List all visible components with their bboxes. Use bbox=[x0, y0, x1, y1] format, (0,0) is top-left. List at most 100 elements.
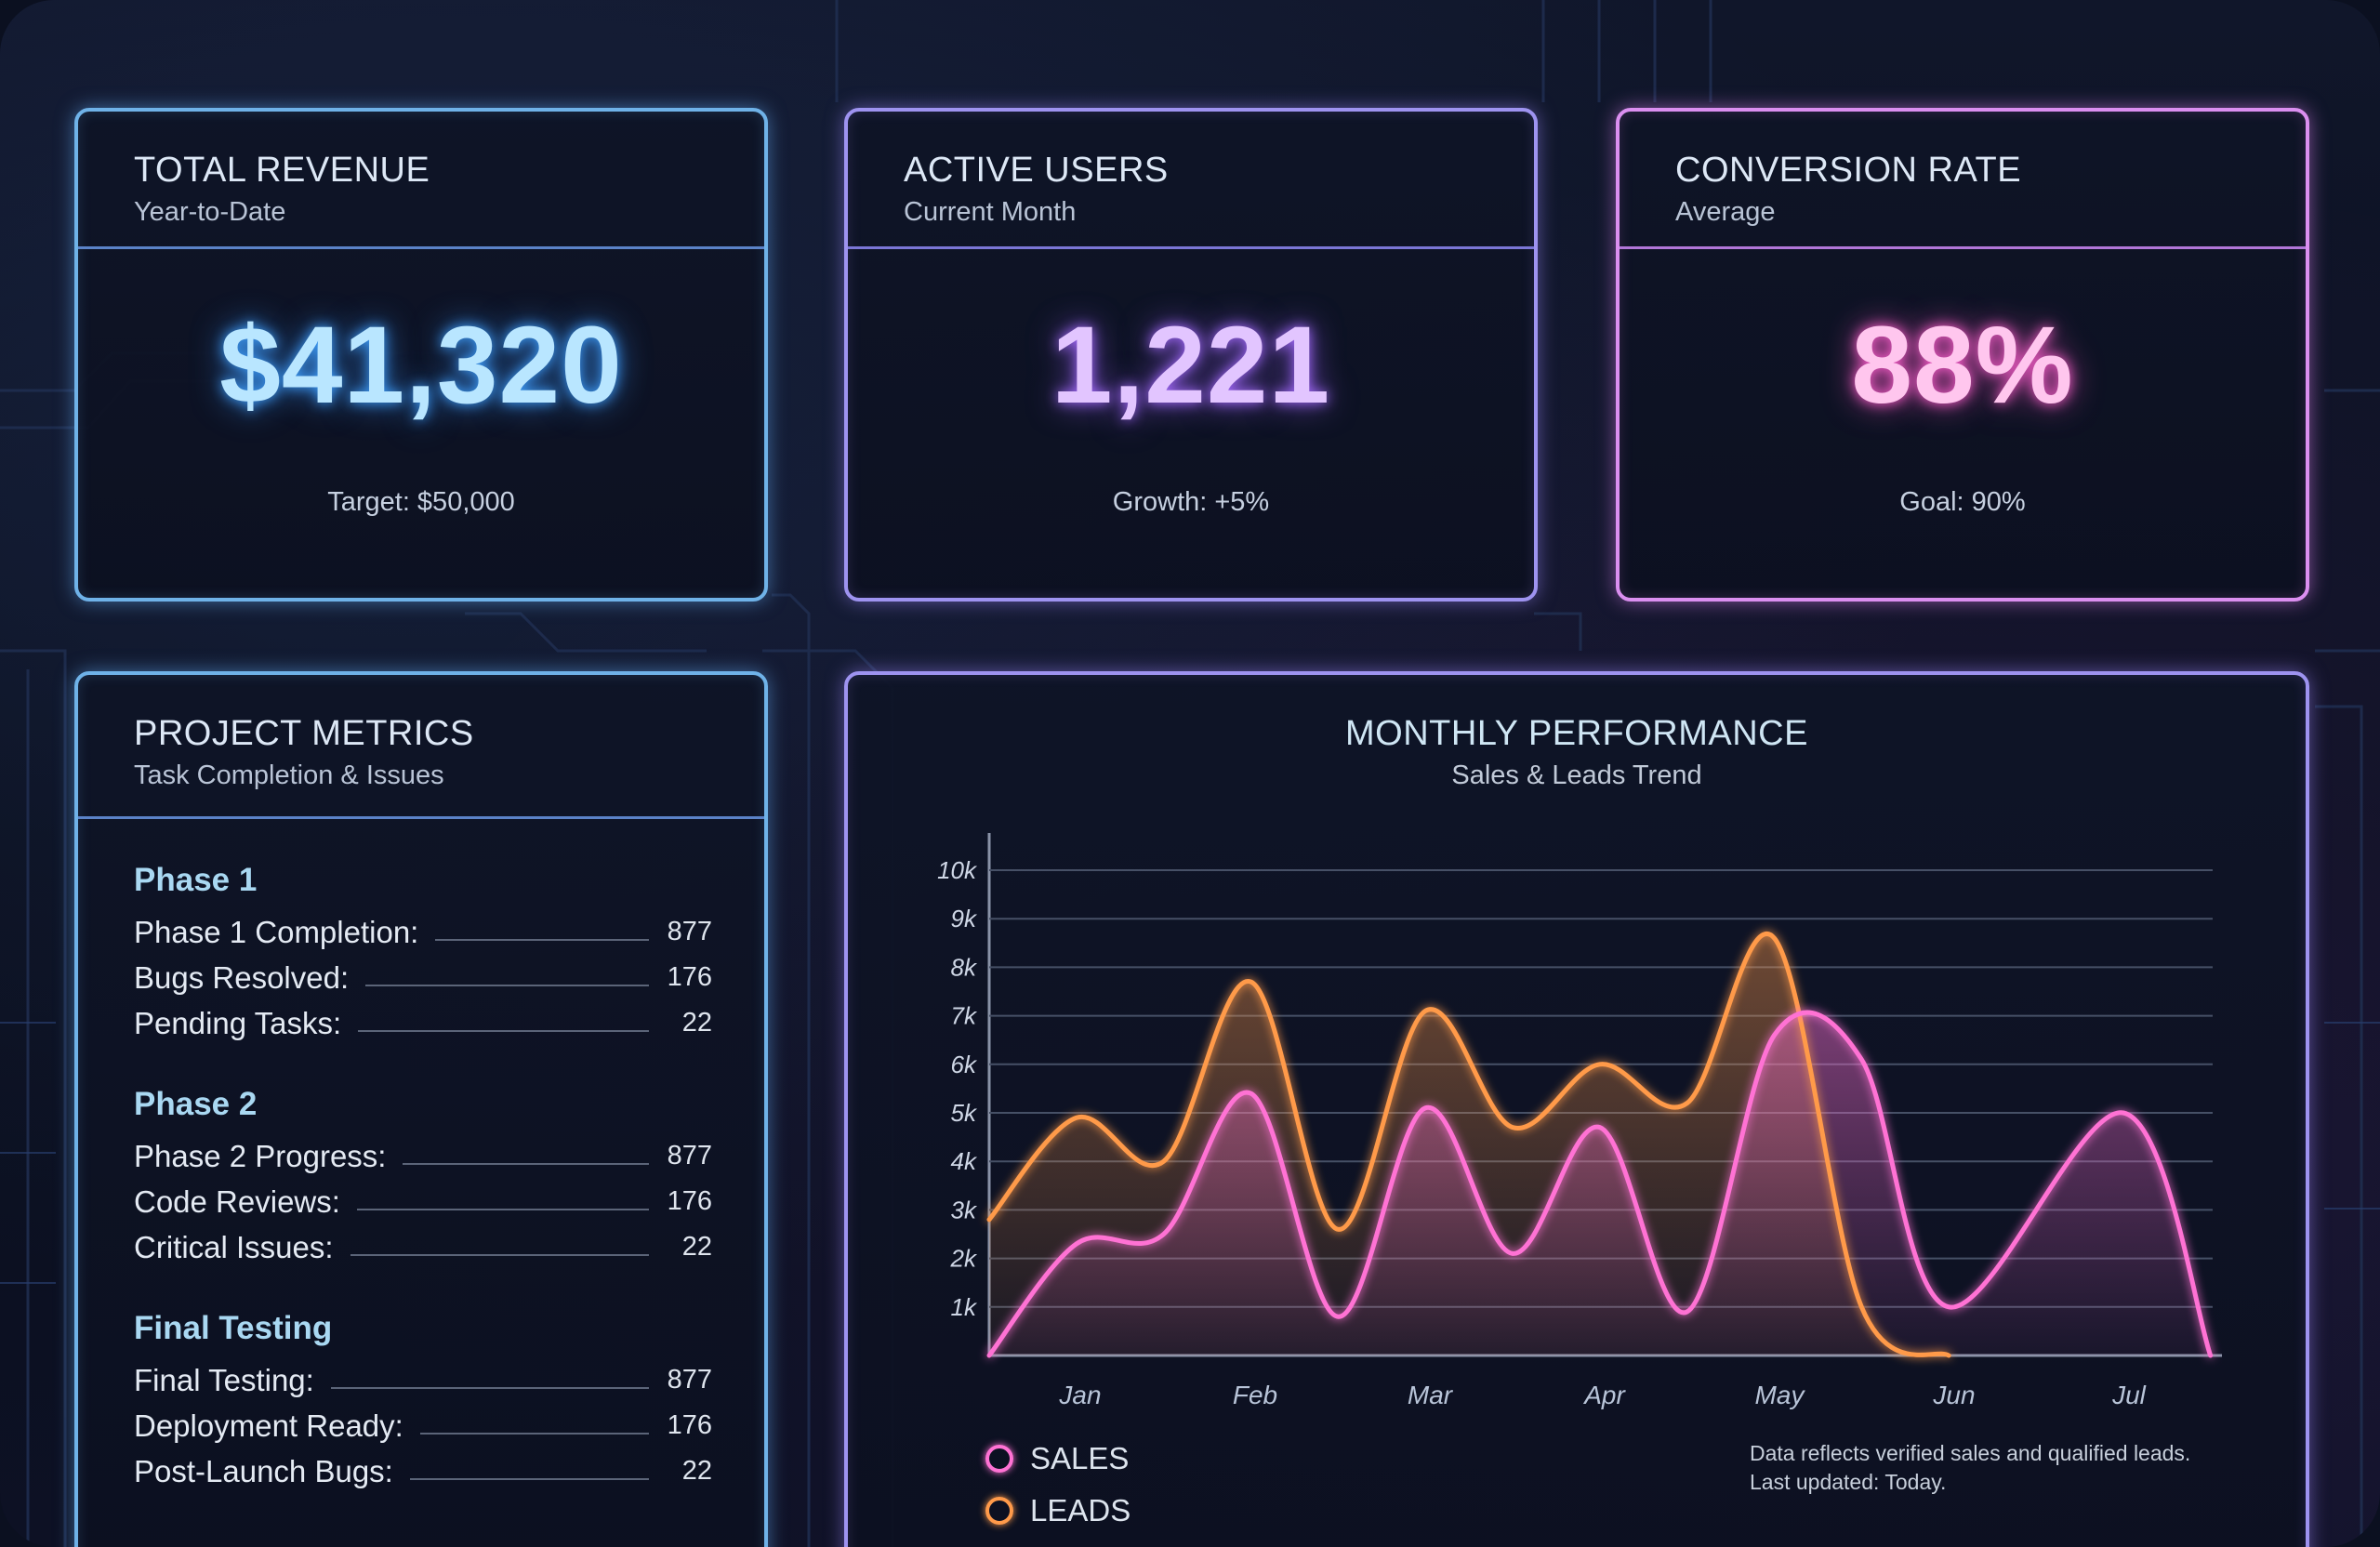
group-title: Phase 2 bbox=[134, 1086, 258, 1122]
card-header: ACTIVE USERS Current Month bbox=[848, 112, 1534, 249]
metric-label: Critical Issues: bbox=[134, 1229, 334, 1264]
card-title: TOTAL REVENUE bbox=[134, 151, 430, 190]
metric-value: 176 bbox=[667, 962, 712, 992]
conversion-rate-card: CONVERSION RATE Average 88% Goal: 90% bbox=[1616, 108, 2309, 602]
metric-row: Phase 1 Completion: 877 bbox=[134, 909, 712, 955]
kpi-note: Goal: 90% bbox=[1899, 487, 2026, 517]
metric-row: Critical Issues: 22 bbox=[134, 1224, 712, 1270]
chart-footnote: Data reflects verified sales and qualifi… bbox=[1750, 1439, 2190, 1497]
group-title: Phase 1 bbox=[134, 862, 258, 898]
monthly-performance-card: MONTHLY PERFORMANCE Sales & Leads Trend bbox=[844, 671, 2309, 1547]
group-title: Final Testing bbox=[134, 1310, 333, 1346]
y-tick-label: 2k bbox=[950, 1245, 978, 1273]
leader-line bbox=[330, 1386, 649, 1389]
y-tick-label: 10k bbox=[937, 856, 978, 884]
footnote-line: Data reflects verified sales and qualifi… bbox=[1750, 1441, 2191, 1465]
x-tick-label: Mar bbox=[1408, 1381, 1454, 1409]
legend-label: LEADS bbox=[1030, 1493, 1131, 1527]
x-tick-label: Jun bbox=[1932, 1381, 1975, 1409]
chart-title: MONTHLY PERFORMANCE bbox=[1345, 714, 1808, 753]
y-tick-label: 7k bbox=[951, 1002, 978, 1030]
x-tick-label: May bbox=[1755, 1381, 1806, 1409]
leader-line bbox=[419, 1432, 649, 1435]
y-tick-label: 5k bbox=[951, 1099, 978, 1127]
x-tick-label: Apr bbox=[1582, 1381, 1626, 1409]
y-tick-label: 6k bbox=[951, 1051, 978, 1078]
card-header: TOTAL REVENUE Year-to-Date bbox=[78, 112, 764, 249]
leader-line bbox=[350, 1253, 649, 1256]
metric-value: 877 bbox=[667, 1141, 712, 1170]
leader-line bbox=[403, 1162, 649, 1165]
leads-line bbox=[986, 932, 1951, 1358]
card-subtitle: Year-to-Date bbox=[134, 197, 286, 227]
legend-item-leads[interactable]: LEADS bbox=[985, 1485, 1130, 1537]
metric-value: 176 bbox=[667, 1410, 712, 1440]
metric-label: Pending Tasks: bbox=[134, 1005, 342, 1040]
card-subtitle: Task Completion & Issues bbox=[134, 760, 444, 790]
leader-line bbox=[365, 984, 649, 986]
metrics-group-final-testing: Final Testing Final Testing: 877 Deploym… bbox=[134, 1309, 712, 1494]
chart-lines bbox=[986, 932, 2214, 1358]
metric-value: 22 bbox=[681, 1456, 712, 1486]
x-tick-label: Feb bbox=[1233, 1381, 1277, 1409]
y-tick-label: 9k bbox=[951, 905, 978, 932]
sales-area bbox=[989, 1012, 2211, 1355]
leads-dot-icon bbox=[985, 1497, 1013, 1525]
metric-row: Post-Launch Bugs: 22 bbox=[134, 1448, 712, 1494]
x-tick-label: Jan bbox=[1058, 1381, 1101, 1409]
legend-item-sales[interactable]: SALES bbox=[985, 1433, 1130, 1485]
sales-dot-icon bbox=[985, 1445, 1013, 1473]
y-tick-label: 4k bbox=[951, 1147, 978, 1175]
y-tick-label: 8k bbox=[951, 953, 978, 981]
chart-subtitle: Sales & Leads Trend bbox=[1451, 760, 1702, 790]
kpi-value: $41,320 bbox=[219, 304, 623, 427]
card-title: CONVERSION RATE bbox=[1675, 151, 2022, 190]
leader-line bbox=[356, 1208, 649, 1210]
card-header: PROJECT METRICS Task Completion & Issues bbox=[78, 675, 764, 819]
metric-row: Deployment Ready: 176 bbox=[134, 1403, 712, 1448]
metric-value: 176 bbox=[667, 1186, 712, 1216]
metric-value: 22 bbox=[681, 1232, 712, 1262]
leader-line bbox=[435, 938, 649, 941]
card-subtitle: Average bbox=[1675, 197, 1776, 227]
y-tick-label: 3k bbox=[951, 1196, 978, 1223]
kpi-value: 88% bbox=[1851, 304, 2074, 427]
metric-label: Bugs Resolved: bbox=[134, 959, 350, 995]
chart-ticks: 1k 2k 3k 4k 5k 6k 7k 8k 9k 10k Jan Feb Mar Apr May Jun J… bbox=[937, 856, 2147, 1409]
metric-label: Final Testing: bbox=[134, 1362, 314, 1397]
kpi-note: Target: $50,000 bbox=[327, 487, 515, 517]
footnote-line: Last updated: Today. bbox=[1750, 1470, 1947, 1494]
metrics-group-phase-2: Phase 2 Phase 2 Progress: 877 Code Revie… bbox=[134, 1085, 712, 1270]
chart-legend: SALES LEADS bbox=[985, 1433, 1130, 1537]
metric-label: Code Reviews: bbox=[134, 1183, 340, 1219]
metric-row: Final Testing: 877 bbox=[134, 1357, 712, 1403]
card-header: CONVERSION RATE Average bbox=[1620, 112, 2306, 249]
metric-value: 877 bbox=[667, 1365, 712, 1395]
legend-label: SALES bbox=[1030, 1441, 1130, 1475]
total-revenue-card: TOTAL REVENUE Year-to-Date $41,320 Targe… bbox=[74, 108, 768, 602]
metrics-group-phase-1: Phase 1 Phase 1 Completion: 877 Bugs Res… bbox=[134, 861, 712, 1046]
y-tick-label: 1k bbox=[951, 1293, 978, 1321]
chart-areas bbox=[989, 933, 2211, 1355]
leader-line bbox=[409, 1477, 649, 1480]
card-subtitle: Current Month bbox=[904, 197, 1077, 227]
project-metrics-card: PROJECT METRICS Task Completion & Issues… bbox=[74, 671, 768, 1547]
metric-row: Phase 2 Progress: 877 bbox=[134, 1133, 712, 1179]
metric-value: 22 bbox=[681, 1008, 712, 1038]
metrics-list: Phase 1 Phase 1 Completion: 877 Bugs Res… bbox=[134, 861, 712, 1533]
metric-label: Phase 1 Completion: bbox=[134, 914, 419, 949]
card-title: PROJECT METRICS bbox=[134, 714, 474, 753]
kpi-note: Growth: +5% bbox=[1112, 487, 1270, 517]
metric-label: Deployment Ready: bbox=[134, 1408, 403, 1443]
x-tick-label: Jul bbox=[2111, 1381, 2147, 1409]
metric-row: Bugs Resolved: 176 bbox=[134, 955, 712, 1000]
active-users-card: ACTIVE USERS Current Month 1,221 Growth:… bbox=[844, 108, 1538, 602]
kpi-value: 1,221 bbox=[1051, 304, 1331, 427]
metric-row: Code Reviews: 176 bbox=[134, 1179, 712, 1224]
metric-label: Phase 2 Progress: bbox=[134, 1138, 387, 1173]
metric-row: Pending Tasks: 22 bbox=[134, 1000, 712, 1046]
metric-label: Post-Launch Bugs: bbox=[134, 1453, 393, 1488]
card-title: ACTIVE USERS bbox=[904, 151, 1169, 190]
